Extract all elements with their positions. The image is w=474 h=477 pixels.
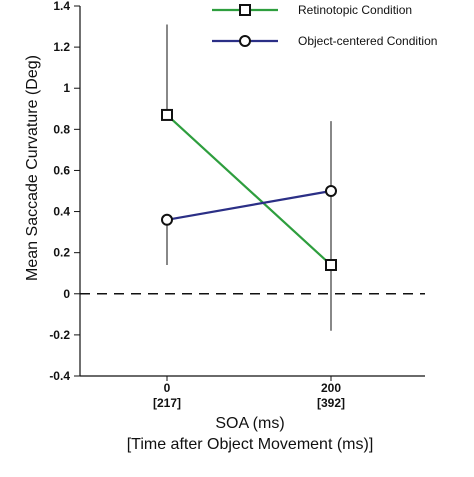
legend-marker-circle	[239, 35, 251, 47]
y-axis-title: Mean Saccade Curvature (Deg)	[24, 55, 41, 281]
y-tick-label: -0.4	[49, 369, 70, 383]
y-tick-label: 1.2	[53, 40, 70, 54]
x-tick-sublabel: [392]	[317, 396, 345, 410]
x-tick-sublabel: [217]	[153, 396, 181, 410]
legend-label: Retinotopic Condition	[298, 3, 412, 17]
y-tick-label: -0.2	[49, 328, 70, 342]
legend: Retinotopic Condition Object-centered Con…	[212, 3, 437, 48]
x-axis-title: SOA (ms)	[215, 415, 284, 432]
x-tick-label: 0	[164, 381, 171, 395]
error-bars	[166, 24, 332, 331]
x-axis-subtitle: [Time after Object Movement (ms)]	[127, 436, 374, 453]
y-tick-label: 0.8	[53, 122, 70, 136]
axes: -0.4-0.200.20.40.60.811.21.40[217]200[39…	[49, 0, 425, 410]
y-tick-label: 0.2	[53, 246, 70, 260]
legend-marker-square	[239, 4, 251, 16]
y-tick-label: 1.4	[53, 0, 70, 13]
legend-label: Object-centered Condition	[298, 34, 437, 48]
y-tick-label: 0	[63, 287, 70, 301]
y-tick-label: 0.6	[53, 163, 70, 177]
y-tick-label: 1	[63, 81, 70, 95]
data-point-circle	[161, 213, 173, 226]
data-point-square	[161, 108, 173, 121]
x-tick-label: 200	[321, 381, 341, 395]
series-line	[166, 189, 332, 221]
series-line	[166, 114, 332, 266]
series-markers	[161, 108, 337, 271]
series-lines	[166, 114, 332, 266]
y-tick-label: 0.4	[53, 205, 70, 219]
data-point-circle	[325, 185, 337, 197]
data-point-square	[325, 259, 337, 271]
